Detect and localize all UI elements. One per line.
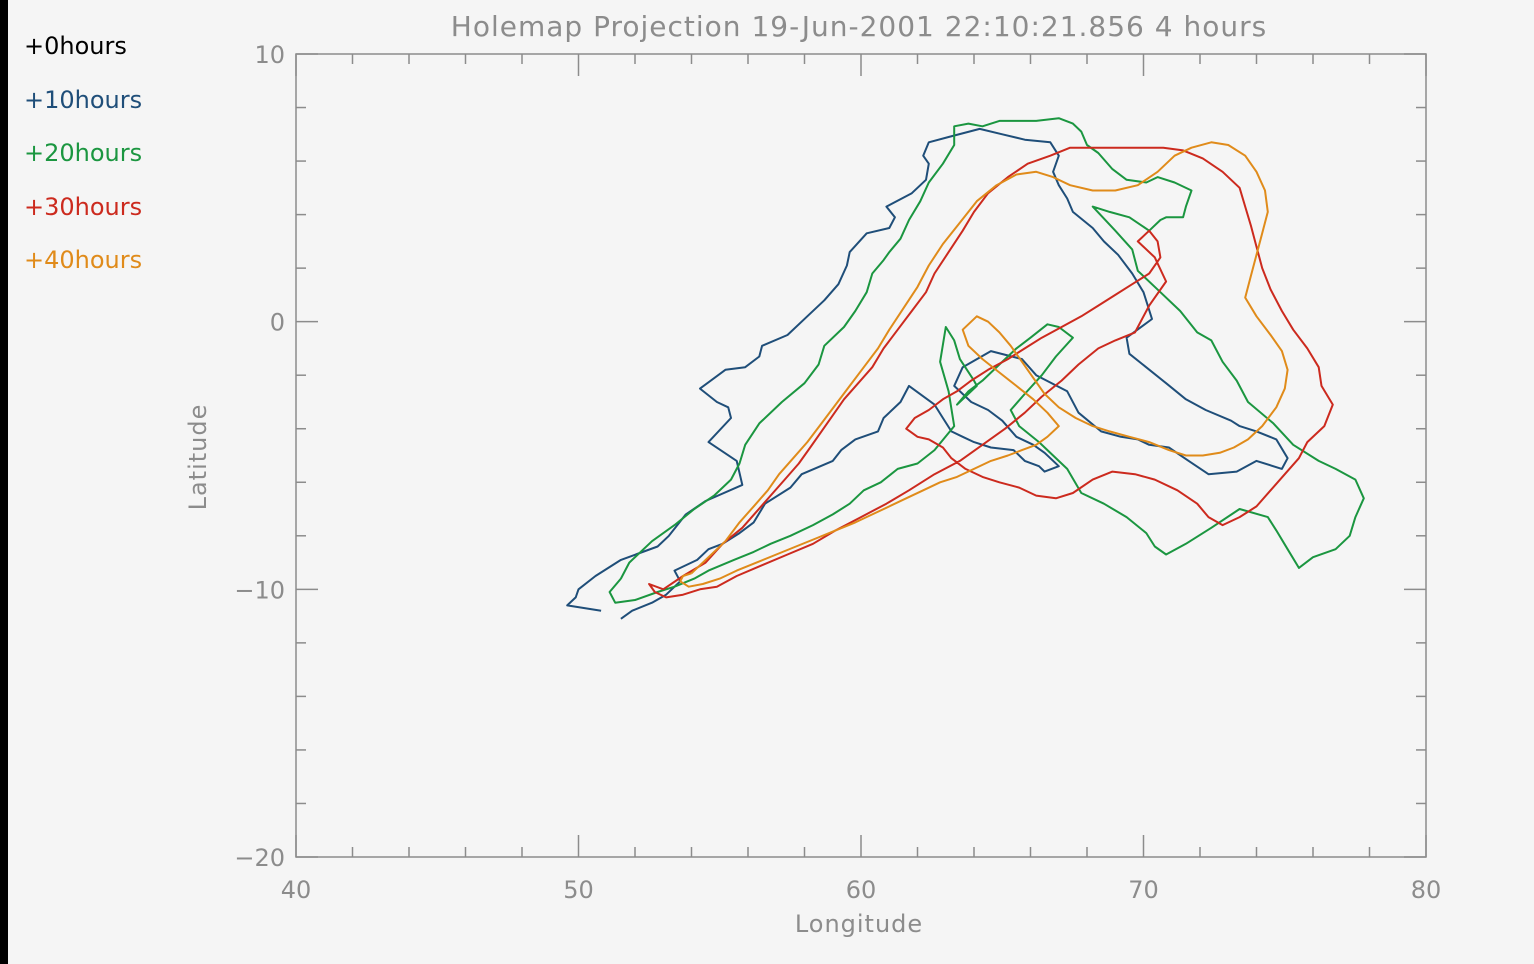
chart-title: Holemap Projection 19-Jun-2001 22:10:21.… bbox=[451, 10, 1267, 43]
x-axis-label: Longitude bbox=[795, 910, 923, 938]
y-axis-tick-labels: −20 −10 0 10 bbox=[234, 41, 285, 872]
x-tick-label: 70 bbox=[1128, 876, 1159, 904]
legend-entry-20h: +20hours bbox=[24, 139, 143, 167]
y-tick-label: −20 bbox=[234, 844, 285, 872]
plot-area: Holemap Projection 19-Jun-2001 22:10:21.… bbox=[184, 10, 1442, 938]
series-line-20hours bbox=[608, 117, 1365, 604]
series-line-10hours bbox=[566, 127, 1289, 620]
x-tick-label: 40 bbox=[281, 876, 312, 904]
y-tick-label: −10 bbox=[234, 576, 285, 604]
axis-ticks bbox=[295, 53, 1427, 858]
y-tick-label: 0 bbox=[270, 309, 285, 337]
x-tick-label: 80 bbox=[1411, 876, 1442, 904]
series-line-30hours bbox=[648, 146, 1334, 599]
y-axis-label: Latitude bbox=[184, 404, 212, 511]
series-line-40hours bbox=[679, 141, 1289, 588]
legend-entry-0h: +0hours bbox=[24, 32, 127, 60]
x-tick-label: 60 bbox=[846, 876, 877, 904]
legend-entry-30h: +30hours bbox=[24, 193, 143, 221]
x-axis-tick-labels: 40 50 60 70 80 bbox=[281, 876, 1442, 904]
plot-frame bbox=[295, 53, 1427, 858]
legend-entry-40h: +40hours bbox=[24, 246, 143, 274]
y-tick-label: 10 bbox=[254, 41, 285, 69]
chart-canvas: +0hours +10hours +20hours +30hours +40ho… bbox=[8, 0, 1534, 964]
x-tick-label: 50 bbox=[563, 876, 594, 904]
series-lines bbox=[566, 117, 1365, 620]
legend-entry-10h: +10hours bbox=[24, 86, 143, 114]
